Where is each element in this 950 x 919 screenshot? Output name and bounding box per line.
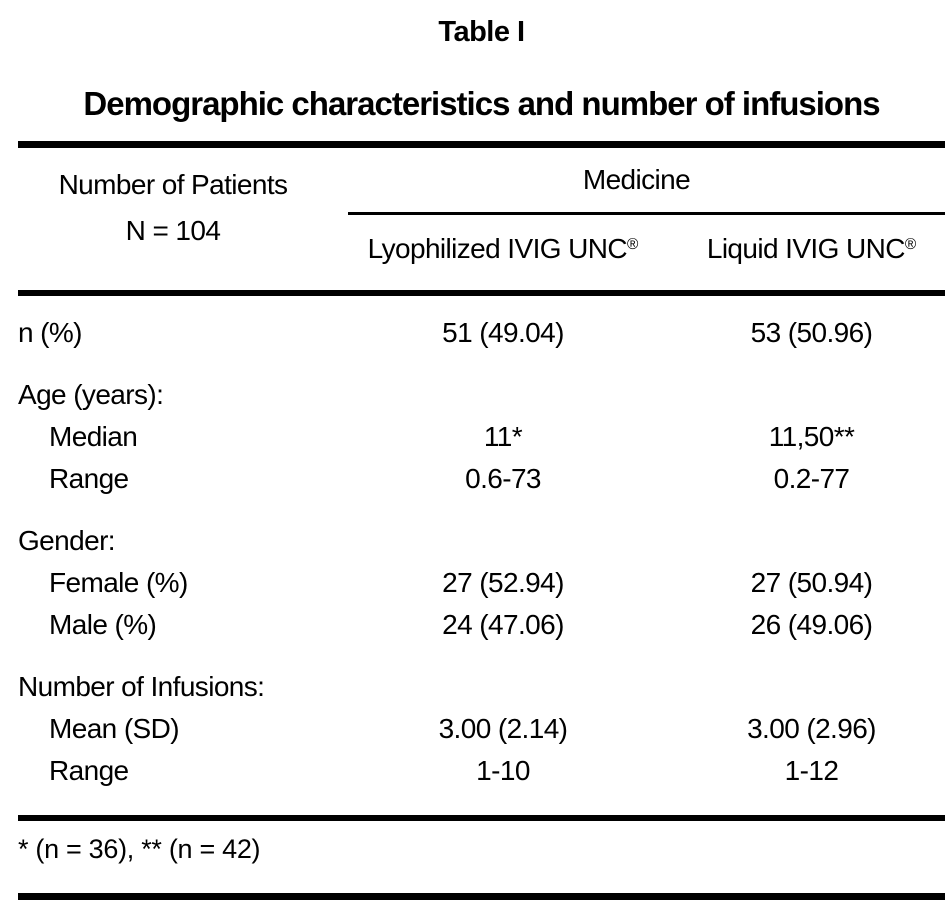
table-header: Number of Patients N = 104 Medicine Lyop…	[18, 148, 945, 290]
liquid-value-cell: 26 (49.06)	[750, 609, 873, 640]
header-bottom-rule	[18, 290, 945, 296]
table-body: n (%) 51 (49.04) 53 (50.96) Age (years):…	[18, 296, 945, 815]
bottom-rule	[18, 893, 945, 900]
table-row: Mean (SD) 3.00 (2.14) 3.00 (2.96)	[18, 708, 945, 750]
row-label: n (%)	[18, 317, 83, 348]
row-label: Range	[49, 463, 129, 494]
table-row: Number of Infusions:	[18, 666, 945, 708]
table-row: Female (%) 27 (52.94) 27 (50.94)	[18, 562, 945, 604]
row-label: Range	[49, 755, 129, 786]
lyophilized-value-cell: 27 (52.94)	[442, 567, 564, 598]
column-headers: Lyophilized IVIG UNC® Liquid IVIG UNC®	[328, 215, 945, 290]
column-header-lyophilized: Lyophilized IVIG UNC®	[328, 215, 678, 290]
table-row: Range 0.6-73 0.2-77	[18, 458, 945, 500]
liquid-value-cell: 0.2-77	[773, 463, 850, 494]
table-row: Gender:	[18, 520, 945, 562]
medicine-underline-rule	[348, 212, 945, 215]
top-rule	[18, 141, 945, 148]
liquid-value-cell: 53 (50.96)	[750, 317, 873, 348]
row-label: Age (years):	[18, 379, 164, 410]
lyophilized-value-cell	[328, 666, 678, 708]
liquid-value-cell: 3.00 (2.96)	[747, 713, 876, 744]
row-label: Mean (SD)	[49, 713, 180, 744]
lyophilized-value-cell: 0.6-73	[465, 463, 541, 494]
row-label: Male (%)	[49, 609, 157, 640]
liquid-value-cell	[678, 666, 945, 708]
table-number-title: Table I	[438, 16, 525, 48]
liquid-value-cell: 1-12	[784, 755, 839, 786]
lyophilized-value-cell: 1-10	[476, 755, 530, 786]
liquid-value-cell: 27 (50.94)	[750, 567, 873, 598]
row-label: Female (%)	[49, 567, 188, 598]
stub-header-line1: Number of Patients	[58, 169, 288, 200]
lyophilized-value-cell: 24 (47.06)	[442, 609, 564, 640]
table-row: Median 11* 11,50**	[18, 416, 945, 458]
group-header-label: Medicine	[582, 164, 691, 195]
column-header-lyophilized-label: Lyophilized IVIG UNC	[367, 233, 628, 264]
row-label: Number of Infusions:	[18, 671, 265, 702]
column-header-liquid-label: Liquid IVIG UNC	[706, 233, 906, 264]
row-label: Median	[49, 421, 138, 452]
column-header-liquid: Liquid IVIG UNC®	[678, 215, 945, 290]
liquid-value-cell: 11,50**	[768, 421, 855, 452]
medicine-header-group: Medicine Lyophilized IVIG UNC® Liquid IV…	[328, 148, 945, 290]
table-row: Age (years):	[18, 374, 945, 416]
liquid-value-cell	[678, 520, 945, 562]
footnote-top-rule	[18, 815, 945, 821]
lyophilized-value-cell: 11*	[483, 421, 523, 452]
table-row: Range 1-10 1-12	[18, 750, 945, 792]
row-label: Gender:	[18, 525, 116, 556]
liquid-value-cell	[678, 374, 945, 416]
registered-trademark-icon: ®	[904, 236, 917, 253]
footnote: * (n = 36), ** (n = 42)	[18, 834, 261, 864]
stub-header-line2: N = 104	[125, 215, 221, 246]
paper-table-figure: Table I Demographic characteristics and …	[0, 14, 950, 919]
registered-trademark-icon: ®	[626, 236, 639, 253]
lyophilized-value-cell	[328, 520, 678, 562]
table-caption: Demographic characteristics and number o…	[83, 85, 880, 122]
table-row: n (%) 51 (49.04) 53 (50.96)	[18, 312, 945, 354]
lyophilized-value-cell	[328, 374, 678, 416]
stub-header: Number of Patients N = 104	[18, 148, 328, 290]
lyophilized-value-cell: 51 (49.04)	[442, 317, 564, 348]
table-row: Male (%) 24 (47.06) 26 (49.06)	[18, 604, 945, 646]
lyophilized-value-cell: 3.00 (2.14)	[438, 713, 568, 744]
